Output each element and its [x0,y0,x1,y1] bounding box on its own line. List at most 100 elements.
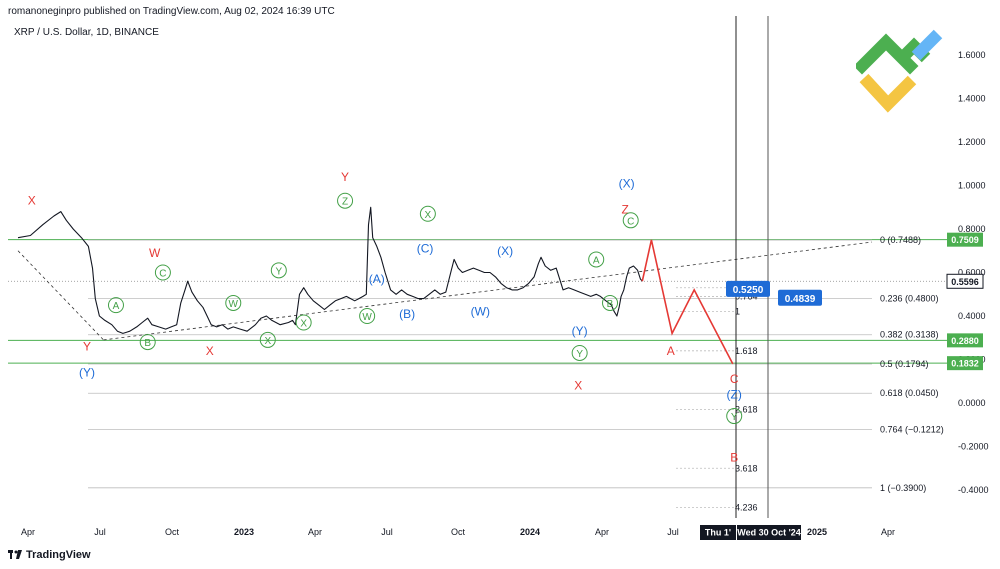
fib-level-label: 0 (0.7488) [880,235,921,245]
fib-ext-label: 1.618 [735,346,758,356]
wave-label-circle [107,297,124,314]
fib-ext-label: 3.618 [735,463,758,473]
price-badge-box [946,273,984,289]
x-tick-label: 2023 [234,527,254,537]
wave-label: (C) [417,242,434,256]
wave-label-circle [154,264,171,281]
fib-ext-label: 1 [735,307,740,317]
wave-label: X [206,344,214,358]
wave-label-circle [588,251,605,268]
date-label-text: Thu 1' [705,528,731,538]
wave-label: (B) [399,307,415,321]
wave-label: (X) [497,244,513,258]
y-tick-label: 0.0000 [958,398,986,408]
crosshair-date-label: Thu 1' [700,525,736,540]
forecast-path [641,239,734,365]
callout-box [778,289,822,306]
callout-label: 0.5250 [733,285,764,296]
wave-label: X [264,336,271,347]
price-badge-label: 0.1832 [951,359,979,369]
date-label-box [737,525,801,540]
x-tick-label: Apr [308,527,322,537]
publisher-header: romanoneginpro published on TradingView.… [8,6,335,17]
wave-label: Y [341,170,349,184]
y-tick-label: 0.6000 [958,268,986,278]
wave-label: (A) [369,272,385,286]
trendline [17,250,104,341]
wave-label: C [730,372,739,386]
wave-label-circle [622,212,639,229]
brand-logo-icon [856,29,943,113]
x-tick-label: Apr [595,527,609,537]
crosshair-date-label: Wed 30 Oct '24 [737,525,801,540]
fib-level-label: 0.236 (0.4800) [880,294,939,304]
y-tick-label: -0.2000 [958,442,989,452]
callout-box [726,280,770,297]
x-tick-label: Oct [165,527,180,537]
fib-levels-group: 0 (0.7488) 0.236 (0.4800) 0.382 (0.3138) 0.… [8,16,950,518]
x-tick-label: Jul [667,527,679,537]
x-tick-label: 2024 [520,527,540,537]
callout-label: 0.4839 [785,294,816,305]
fib-level-label: 0.618 (0.0450) [880,388,939,398]
wave-label: W [149,246,161,260]
price-badge-label: 0.5596 [951,277,979,287]
trendlines-group [17,241,873,341]
x-tick-label: Apr [21,527,35,537]
wave-labels-group: X W Y Y X X Z A C B (Y) (A) (B) (C) (W) (X) (Y) (X) (Z) A B C… [28,170,743,464]
wave-label-circle [419,205,436,222]
date-label-box [700,525,736,540]
wave-label-circle [259,331,276,348]
wave-label: Y [275,266,282,277]
wave-label-circle [359,308,376,324]
price-axis-group: 1.6000 1.4000 1.2000 1.0000 0.8000 0.6000 0.40… [946,50,989,495]
fib-ext-label: 4.236 [735,502,758,512]
wave-label: W [362,312,372,323]
wave-label-circle [270,262,287,279]
fib-level-label: 0.5 (0.1794) [880,359,929,369]
price-line [17,206,643,334]
time-axis-group: Apr Jul Oct 2023 Apr Jul Oct 2024 Apr Jul 2025 Apr T… [21,525,895,540]
wave-label: A [113,301,120,312]
wave-label-circle [337,192,354,209]
y-tick-label: 0.4000 [958,311,986,321]
tradingview-footer: TradingView [8,549,91,561]
wave-label: (W) [471,305,490,319]
wave-label: A [593,255,600,266]
fib-level-label: 0.382 (0.3138) [880,330,939,340]
forecast-group: 0.5250 0.4839 [641,239,822,365]
x-tick-label: Jul [94,527,106,537]
wave-label-circle [571,344,588,361]
fib-level-label: 1 (−0.3900) [880,483,926,493]
price-badge-box [947,333,983,348]
x-tick-label: Jul [381,527,393,537]
wave-label: A [667,344,675,358]
y-tick-label: 0.8000 [958,224,986,234]
symbol-legend: XRP / U.S. Dollar, 1D, BINANCE [14,27,159,38]
x-tick-label: 2025 [807,527,827,537]
wave-label: C [627,216,634,227]
y-tick-label: 1.2000 [958,137,986,147]
price-badge-box [947,356,983,371]
wave-label-circle [295,314,312,331]
fib-ext-label: 2.618 [735,405,758,415]
wave-label: X [300,319,307,330]
y-tick-label: 1.6000 [958,50,986,60]
wave-label: Z [622,202,629,216]
fib-level-label: 0.764 (−0.1212) [880,424,944,434]
x-tick-label: Apr [881,527,895,537]
wave-label: X [28,194,36,208]
wave-label: Z [342,197,348,208]
price-badge-box [947,232,983,247]
wave-label: B [144,338,151,349]
wave-label: B [607,299,614,310]
wave-label: X [425,210,432,221]
price-badge-label: 0.2880 [951,336,979,346]
wave-label-circle [139,334,156,351]
y-tick-label: -0.4000 [958,485,989,495]
price-callout: 0.5250 [726,280,770,297]
price-badge: 0.5596 [946,273,984,289]
tradingview-logo-icon [8,550,22,559]
x-tick-label: Oct [451,527,466,537]
